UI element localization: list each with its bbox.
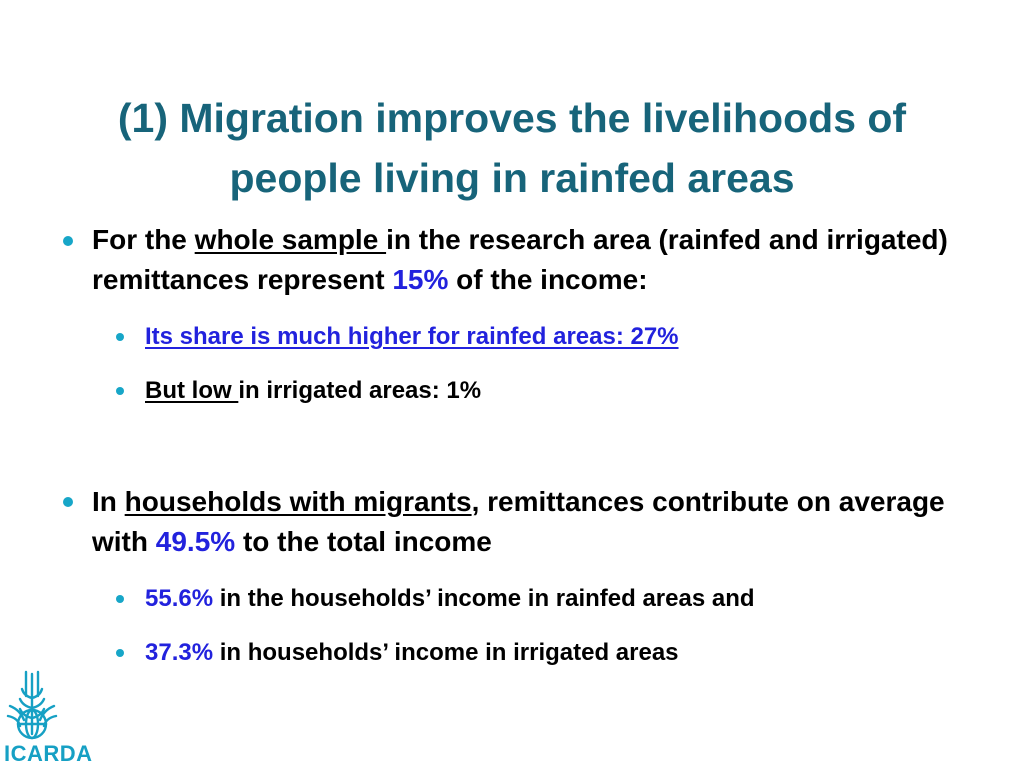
bullet-dot xyxy=(63,497,73,507)
bullet1-text: in the research area (rainfed and irriga… xyxy=(92,224,948,295)
bullet1-percent: 15% xyxy=(392,264,449,295)
slide-title: (1) Migration improves the livelihoods o… xyxy=(40,88,984,208)
icarda-logo-icon xyxy=(6,670,58,740)
bullet2-households-with-migrants: households with migrants xyxy=(124,486,472,517)
sub-bullet-rainfed-share[interactable]: Its share is much higher for rainfed are… xyxy=(145,322,1005,352)
but-low-text: But low xyxy=(145,377,239,404)
rainfed-income-percent: 55.6% xyxy=(145,585,214,612)
bullet-whole-sample: For the whole sample in the research are… xyxy=(92,220,972,300)
irrigated-share-text: in irrigated areas: 1% xyxy=(238,377,482,404)
title-line-1: (1) Migration improves the livelihoods o… xyxy=(117,95,907,141)
bullet1-whole-sample: whole sample xyxy=(194,224,387,255)
bullet2-text: , remittances contribute on average with xyxy=(92,486,945,557)
irrigated-income-percent: 37.3% xyxy=(145,639,214,666)
bullet-households-migrants: In households with migrants, remittances… xyxy=(92,482,972,562)
bullet1-suffix: of the income: xyxy=(448,264,648,295)
title-line-2: people living in rainfed areas xyxy=(229,155,795,201)
sub-bullet-dot xyxy=(116,387,124,395)
icarda-logo-text: ICARDA xyxy=(4,741,93,766)
bullet-dot xyxy=(63,236,73,246)
rainfed-share-link[interactable]: Its share is much higher for rainfed are… xyxy=(145,323,679,350)
sub-bullet-dot xyxy=(116,595,124,603)
bullet1-prefix: For the xyxy=(92,224,195,255)
bullet2-suffix: to the total income xyxy=(235,526,492,557)
bullet2-percent: 49.5% xyxy=(155,526,236,557)
sub-bullet-irrigated-income: 37.3% in households’ income in irrigated… xyxy=(145,638,1005,668)
sub-bullet-dot xyxy=(116,333,124,341)
sub-bullet-dot xyxy=(116,649,124,657)
bullet2-prefix: In xyxy=(92,486,125,517)
sub-bullet-irrigated-share: But low in irrigated areas: 1% xyxy=(145,376,1005,406)
sub-bullet-rainfed-income: 55.6% in the households’ income in rainf… xyxy=(145,584,1005,614)
rainfed-income-text: in the households’ income in rainfed are… xyxy=(213,585,755,612)
irrigated-income-text: in households’ income in irrigated areas xyxy=(213,639,679,666)
